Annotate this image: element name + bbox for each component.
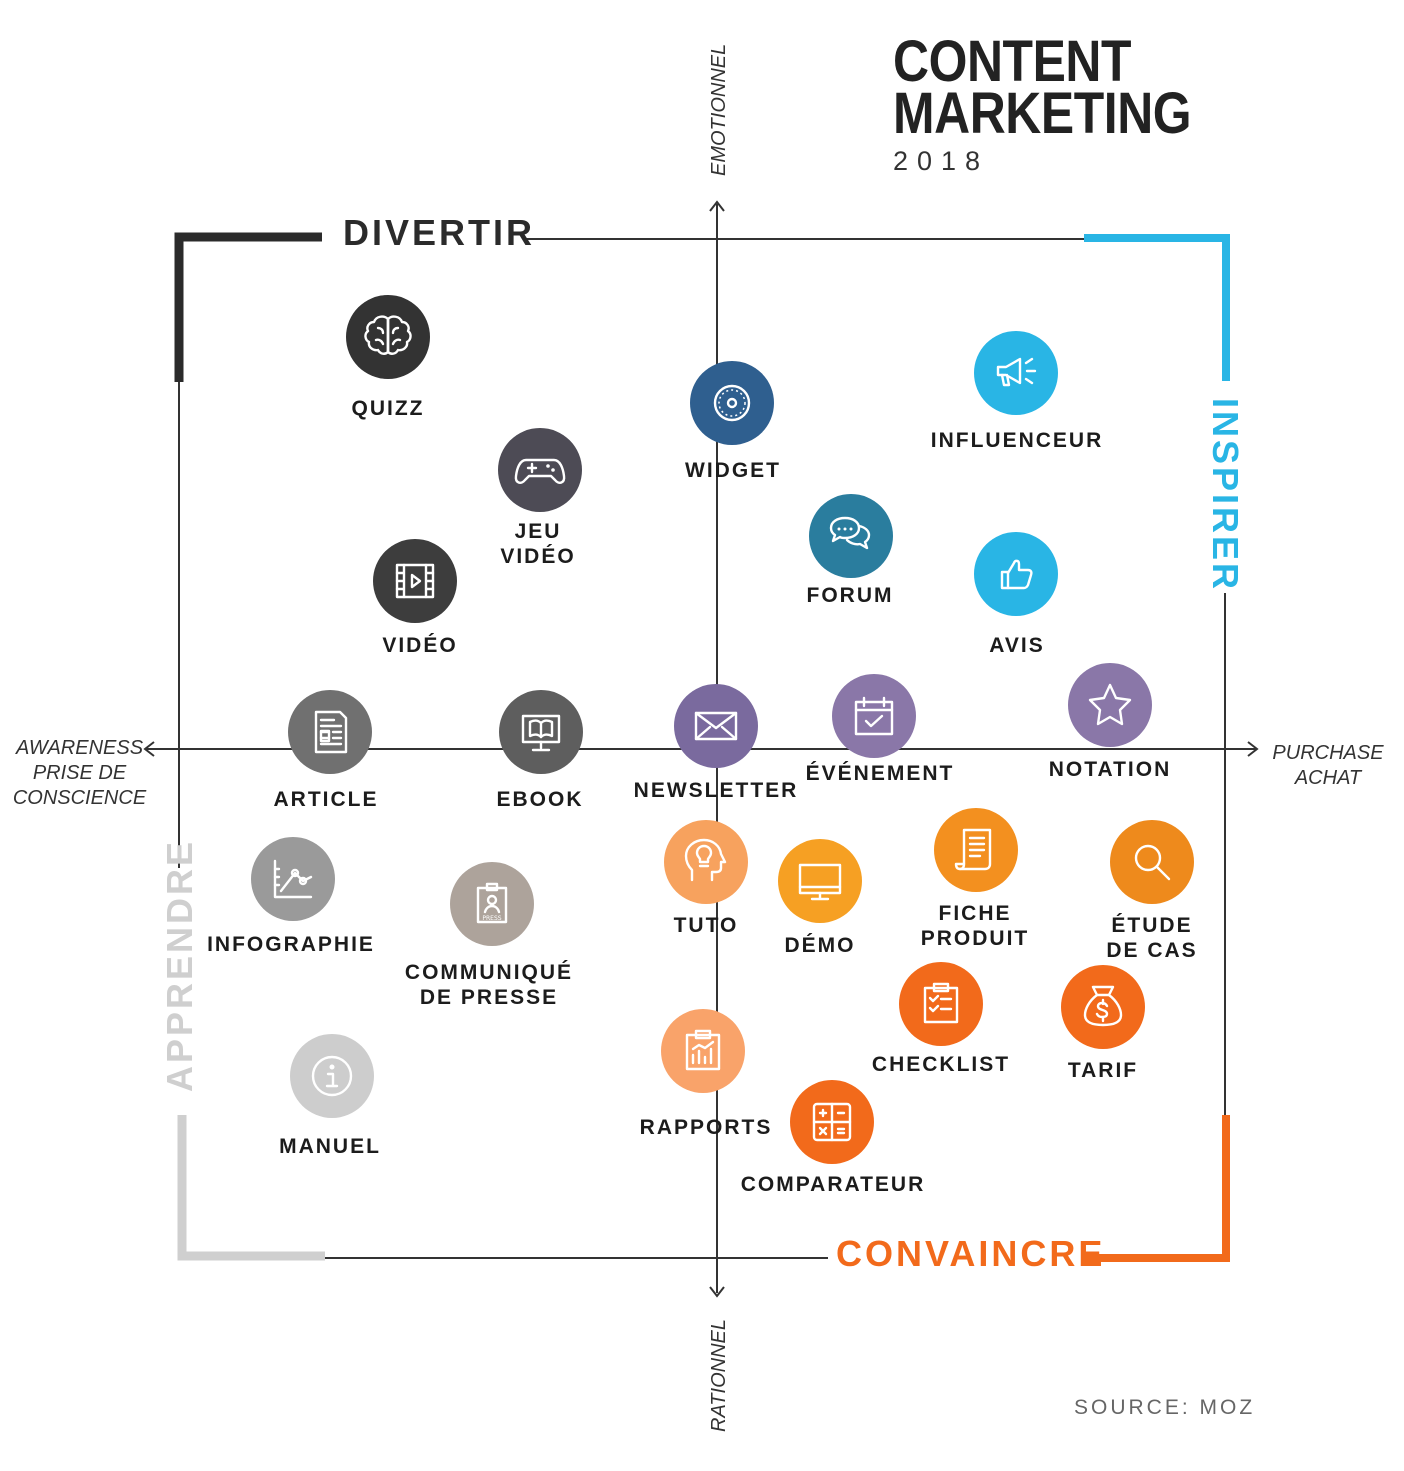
label-influenceur: INFLUENCEUR [930, 429, 1104, 452]
film-icon-glyph [395, 563, 435, 599]
label-tarif: TARIF [1067, 1059, 1139, 1082]
calendar-icon [832, 674, 916, 758]
money-bag-icon-glyph [1083, 985, 1123, 1027]
report-icon [661, 1009, 745, 1093]
scroll-icon [934, 808, 1018, 892]
calculator-icon-glyph [812, 1102, 852, 1142]
axis-label-rationnel: RATIONNEL [708, 1319, 730, 1432]
star-icon [1068, 663, 1152, 747]
axis-label-emotionnel: EMOTIONNEL [708, 43, 730, 176]
gamepad-icon-glyph [514, 458, 566, 484]
label-demo: DÉMO [784, 934, 856, 957]
brain-icon-glyph [364, 315, 412, 355]
axis-label-awareness-3: CONSCIENCE [12, 787, 147, 809]
checklist-icon [899, 962, 983, 1046]
label-rapports: RAPPORTS [639, 1116, 773, 1139]
corner-divertir [174, 232, 322, 382]
axis-label-awareness-2: PRISE DE [32, 762, 127, 784]
label-quizz: QUIZZ [351, 397, 425, 420]
label-manuel: MANUEL [279, 1135, 381, 1158]
label-widget: WIDGET [685, 459, 781, 482]
svg-text:PRESS: PRESS [482, 915, 501, 922]
head-bulb-icon [664, 820, 748, 904]
label-checklist: CHECKLIST [871, 1053, 1011, 1076]
envelope-icon-glyph [694, 711, 738, 741]
calculator-icon [790, 1080, 874, 1164]
star-icon-glyph [1088, 683, 1132, 726]
label-forum: FORUM [806, 584, 894, 607]
cog-icon-glyph [713, 384, 751, 422]
money-bag-icon [1061, 965, 1145, 1049]
arrow-up [709, 200, 725, 212]
quadrant-convaincre: CONVAINCRE [836, 1233, 1106, 1274]
envelope-icon [674, 684, 758, 768]
thumbs-up-icon-glyph [1000, 559, 1033, 590]
arrow-down [709, 1286, 725, 1298]
head-bulb-icon-glyph [684, 838, 727, 882]
label-article: ARTICLE [273, 788, 379, 811]
document-icon [288, 690, 372, 774]
chat-icon-glyph [829, 516, 871, 550]
label-newsletter: NEWSLETTER [633, 779, 799, 802]
quadrant-apprendre: APPRENDRE [159, 838, 200, 1092]
page-title: CONTENT MARKETING [893, 29, 1192, 146]
label-jeu-video: JEU VIDÉO [500, 520, 576, 568]
graph-icon [251, 837, 335, 921]
title-line-2: MARKETING [893, 81, 1192, 146]
film-icon [373, 539, 457, 623]
scroll-icon-glyph [954, 828, 992, 871]
monitor-icon [778, 839, 862, 923]
axis-label-purchase-2: ACHAT [1294, 767, 1362, 789]
quadrant-divertir: DIVERTIR [343, 212, 536, 253]
info-icon-glyph [311, 1055, 353, 1097]
label-comparateur: COMPARATEUR [740, 1173, 926, 1196]
calendar-icon-glyph [854, 696, 894, 736]
label-ebook: EBOOK [496, 788, 584, 811]
chat-icon [809, 494, 893, 578]
arrow-left [143, 741, 155, 757]
arrow-right [1247, 741, 1259, 757]
label-communique: COMMUNIQUÉ DE PRESSE [404, 961, 574, 1009]
gamepad-icon [498, 428, 582, 512]
press-badge-icon-glyph: PRESS [476, 882, 508, 924]
info-icon [290, 1034, 374, 1118]
monitor-icon-glyph [798, 863, 842, 901]
label-fiche-produit: FICHE PRODUIT [920, 902, 1030, 950]
label-infographie: INFOGRAPHIE [207, 933, 375, 956]
label-notation: NOTATION [1048, 758, 1172, 781]
graph-icon-glyph [273, 859, 313, 899]
checklist-icon-glyph [923, 982, 959, 1024]
label-avis: AVIS [989, 634, 1045, 657]
ebook-icon-glyph [521, 714, 561, 752]
axis-label-awareness-1: AWARENESS [15, 737, 144, 759]
axis-label-awareness: AWARENESS PRISE DE CONSCIENCE [12, 736, 147, 811]
quadrant-inspirer: INSPIRER [1205, 398, 1246, 593]
corner-apprendre [177, 1115, 325, 1261]
source-credit: SOURCE: MOZ [1074, 1396, 1256, 1419]
label-evenement: ÉVÉNEMENT [805, 762, 955, 785]
title-year: 2018 [893, 146, 990, 176]
label-video: VIDÉO [382, 634, 458, 657]
thumbs-up-icon [974, 532, 1058, 616]
megaphone-icon [974, 331, 1058, 415]
magnifier-icon-glyph [1134, 844, 1171, 881]
cog-icon [690, 361, 774, 445]
megaphone-icon-glyph [996, 357, 1037, 387]
press-badge-icon: PRESS [450, 862, 534, 946]
document-icon-glyph [314, 710, 348, 754]
label-tuto: TUTO [673, 914, 739, 937]
magnifier-icon [1110, 820, 1194, 904]
corner-inspirer [1084, 234, 1230, 381]
title-line-1: CONTENT [893, 29, 1132, 94]
label-etude-de-cas: ÉTUDE DE CAS [1106, 914, 1198, 962]
axis-label-purchase: PURCHASE ACHAT [1268, 741, 1388, 791]
axis-label-purchase-1: PURCHASE [1272, 742, 1384, 764]
report-icon-glyph [685, 1029, 721, 1071]
corner-convaincre [1084, 1115, 1230, 1262]
quizz-icon [346, 295, 430, 379]
ebook-icon [499, 690, 583, 774]
